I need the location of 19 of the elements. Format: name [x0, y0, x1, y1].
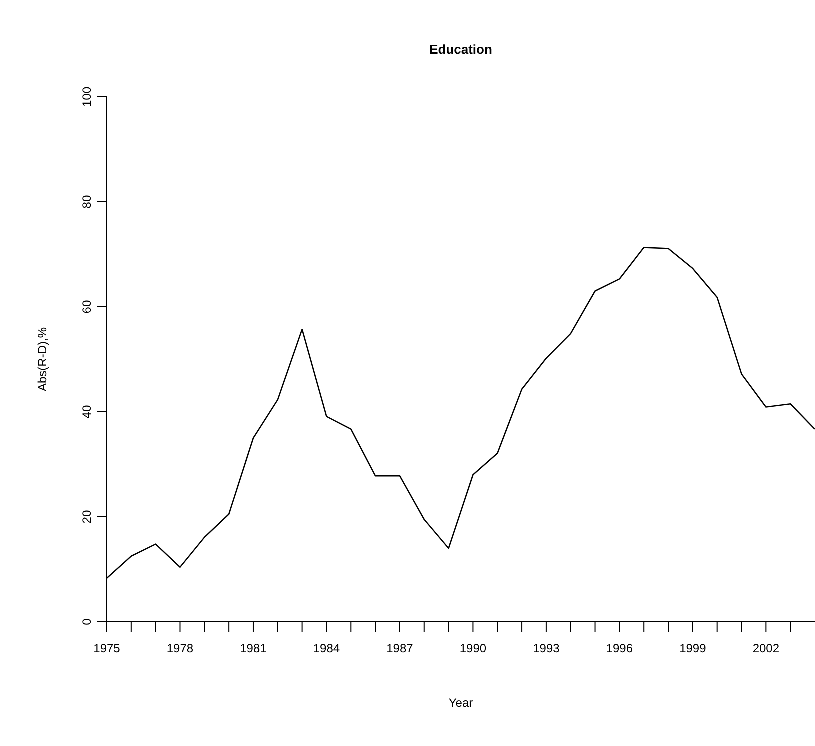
- y-axis-title: Abs(R-D),%: [35, 327, 50, 392]
- x-tick-label: 1987: [386, 642, 414, 656]
- x-tick-label: 1999: [680, 642, 707, 656]
- x-tick-label: 1984: [313, 642, 340, 656]
- y-tick-label: 20: [80, 510, 94, 524]
- x-tick-label: 1981: [240, 642, 268, 656]
- y-tick-label: 60: [80, 300, 94, 314]
- y-tick-label: 0: [80, 618, 94, 626]
- chart-title: Education: [428, 42, 494, 57]
- x-tick-label: 1996: [606, 642, 634, 656]
- x-axis-title: Year: [448, 696, 474, 710]
- x-tick-label: 1993: [533, 642, 560, 656]
- y-tick-label: 40: [80, 405, 94, 419]
- x-tick-label: 2002: [752, 642, 780, 656]
- y-tick-label: 100: [80, 86, 94, 108]
- x-tick-label: 1978: [166, 642, 194, 656]
- x-tick-label: 1975: [94, 642, 121, 656]
- x-tick-label: 1990: [460, 642, 487, 656]
- y-tick-label: 80: [80, 195, 94, 209]
